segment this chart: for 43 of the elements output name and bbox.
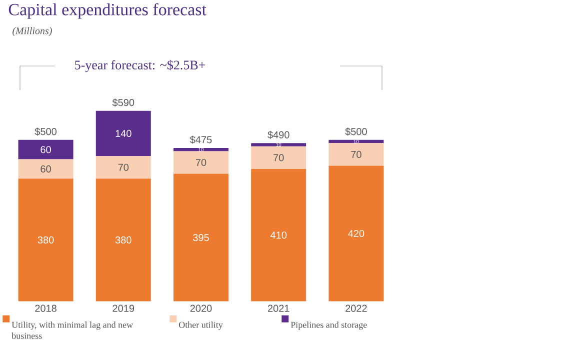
- legend-label: Other utility: [178, 322, 223, 330]
- data-label: 380: [115, 236, 132, 244]
- data-label: 410: [270, 232, 287, 239]
- data-label: 140: [116, 130, 132, 138]
- bar: [328, 140, 384, 144]
- bar: [173, 151, 228, 174]
- legend-label: Utility, with minimal lag and new business: [12, 322, 134, 339]
- bar: [251, 143, 306, 146]
- bar: [173, 148, 228, 152]
- data-label: 420: [348, 230, 364, 238]
- total-label: $590: [112, 98, 134, 107]
- bar: [18, 159, 74, 179]
- data-label: 70: [118, 164, 129, 171]
- x-tick-label: 2022: [346, 304, 367, 312]
- x-tick-label: 2021: [268, 304, 290, 312]
- x-tick-label: 2018: [35, 304, 56, 312]
- text: 5-year forecast: ~$2.5B+: [75, 60, 206, 72]
- data-label: 395: [193, 234, 209, 242]
- data-label: 380: [38, 236, 54, 244]
- bar: [96, 110, 151, 156]
- bar: [18, 140, 74, 160]
- bar: [328, 166, 384, 302]
- data-label: 70: [196, 158, 206, 166]
- total-label: $500: [345, 128, 367, 136]
- legend-label: Pipelines and storage: [290, 322, 367, 330]
- data-label: 70: [351, 150, 362, 158]
- bar: [328, 143, 384, 166]
- bar: [18, 178, 74, 302]
- data-label: 60: [40, 146, 51, 154]
- data-label: 70: [274, 154, 284, 162]
- x-tick-label: 2019: [112, 304, 134, 312]
- bar: [251, 168, 306, 302]
- chart-title: Capital expenditures forecast: [8, 3, 206, 19]
- x-tick-label: 2020: [190, 304, 212, 312]
- bar: [96, 156, 151, 179]
- total-label: $475: [190, 136, 212, 144]
- bar: [173, 174, 228, 302]
- total-label: $490: [268, 130, 290, 139]
- bar: [96, 178, 151, 302]
- chart-subtitle: (Millions): [12, 27, 52, 36]
- data-label: 60: [40, 165, 51, 173]
- total-label: $500: [34, 128, 57, 136]
- bar: [251, 146, 306, 169]
